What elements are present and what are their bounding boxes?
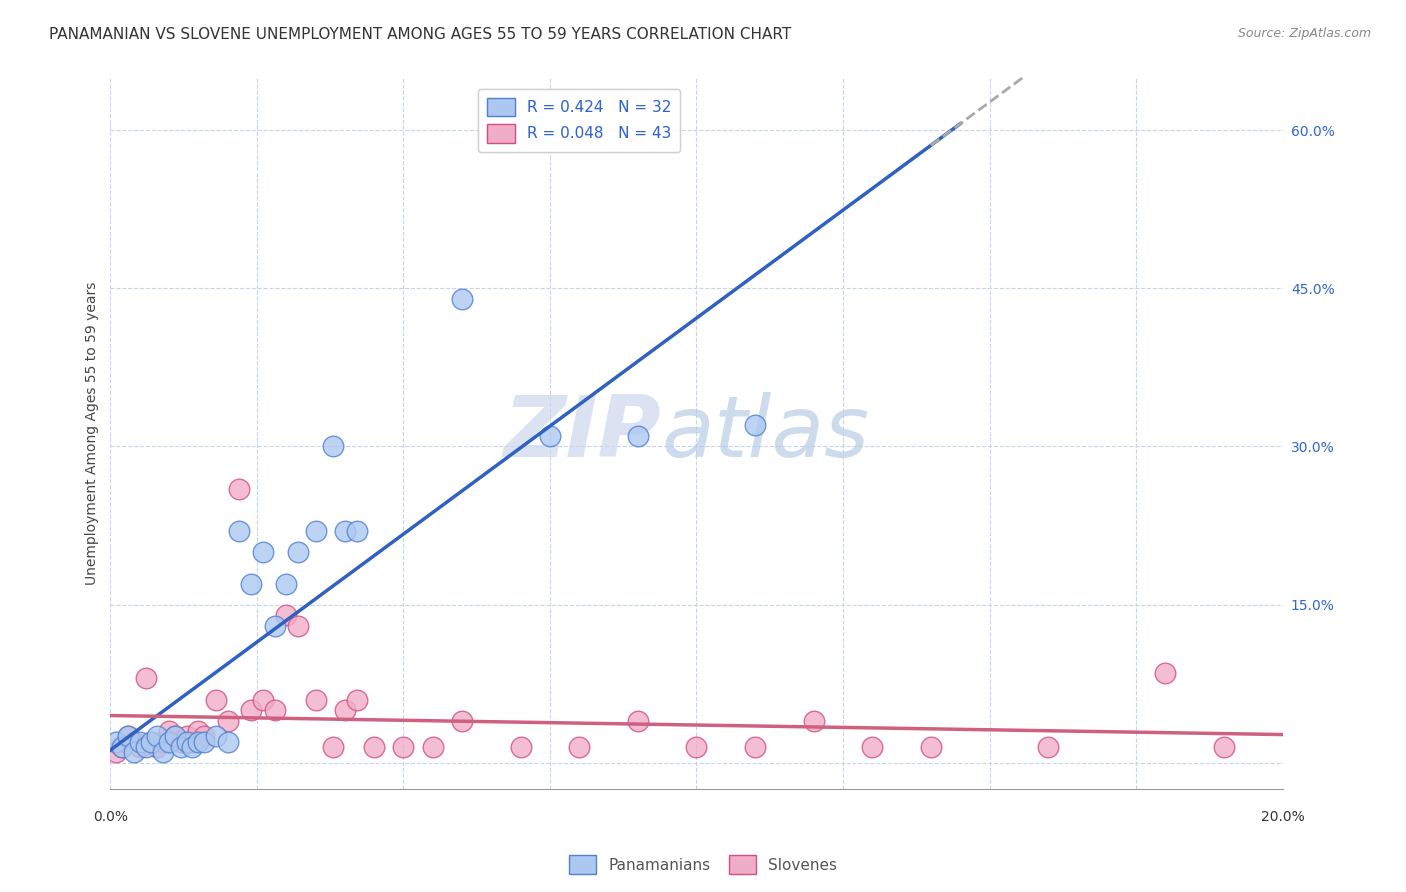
Text: atlas: atlas	[661, 392, 869, 475]
Point	[1154, 666, 1177, 681]
Point	[346, 524, 368, 538]
Point	[568, 739, 591, 754]
Point	[287, 545, 309, 559]
Point	[122, 745, 145, 759]
Point	[176, 734, 198, 748]
Point	[392, 739, 415, 754]
Point	[217, 734, 239, 748]
Point	[860, 739, 883, 754]
Point	[228, 524, 250, 538]
Point	[141, 734, 163, 748]
Point	[304, 524, 326, 538]
Text: 0.0%: 0.0%	[93, 810, 128, 824]
Point	[157, 734, 180, 748]
Point	[333, 703, 356, 717]
Y-axis label: Unemployment Among Ages 55 to 59 years: Unemployment Among Ages 55 to 59 years	[86, 282, 100, 585]
Point	[252, 692, 274, 706]
Point	[193, 730, 215, 744]
Point	[346, 692, 368, 706]
Point	[135, 672, 157, 686]
Point	[240, 703, 263, 717]
Point	[181, 739, 204, 754]
Point	[276, 576, 298, 591]
Point	[744, 739, 766, 754]
Point	[451, 292, 474, 306]
Point	[205, 692, 228, 706]
Point	[187, 734, 209, 748]
Point	[170, 734, 193, 748]
Point	[157, 724, 180, 739]
Text: PANAMANIAN VS SLOVENE UNEMPLOYMENT AMONG AGES 55 TO 59 YEARS CORRELATION CHART: PANAMANIAN VS SLOVENE UNEMPLOYMENT AMONG…	[49, 27, 792, 42]
Point	[122, 734, 145, 748]
Point	[263, 703, 285, 717]
Text: Source: ZipAtlas.com: Source: ZipAtlas.com	[1237, 27, 1371, 40]
Point	[163, 730, 186, 744]
Point	[509, 739, 531, 754]
Point	[146, 730, 169, 744]
Point	[451, 714, 474, 728]
Point	[170, 739, 193, 754]
Point	[627, 429, 650, 443]
Point	[111, 739, 134, 754]
Point	[627, 714, 650, 728]
Point	[1213, 739, 1236, 754]
Text: 20.0%: 20.0%	[1261, 810, 1305, 824]
Point	[146, 739, 169, 754]
Point	[333, 524, 356, 538]
Point	[205, 730, 228, 744]
Point	[181, 734, 204, 748]
Point	[117, 730, 139, 744]
Point	[422, 739, 444, 754]
Point	[276, 608, 298, 623]
Point	[152, 745, 174, 759]
Legend: R = 0.424   N = 32, R = 0.048   N = 43: R = 0.424 N = 32, R = 0.048 N = 43	[478, 88, 681, 152]
Point	[304, 692, 326, 706]
Point	[128, 739, 150, 754]
Point	[744, 418, 766, 433]
Point	[322, 739, 344, 754]
Point	[322, 440, 344, 454]
Point	[240, 576, 263, 591]
Point	[163, 730, 186, 744]
Point	[228, 482, 250, 496]
Point	[803, 714, 825, 728]
Text: ZIP: ZIP	[503, 392, 661, 475]
Point	[217, 714, 239, 728]
Point	[176, 730, 198, 744]
Point	[193, 734, 215, 748]
Legend: Panamanians, Slovenes: Panamanians, Slovenes	[562, 849, 844, 880]
Point	[1036, 739, 1059, 754]
Point	[141, 734, 163, 748]
Point	[135, 739, 157, 754]
Point	[363, 739, 385, 754]
Point	[252, 545, 274, 559]
Point	[117, 730, 139, 744]
Point	[187, 724, 209, 739]
Point	[105, 734, 128, 748]
Point	[263, 618, 285, 632]
Point	[538, 429, 561, 443]
Point	[920, 739, 942, 754]
Point	[685, 739, 707, 754]
Point	[105, 745, 128, 759]
Point	[287, 618, 309, 632]
Point	[128, 734, 150, 748]
Point	[111, 739, 134, 754]
Point	[152, 734, 174, 748]
